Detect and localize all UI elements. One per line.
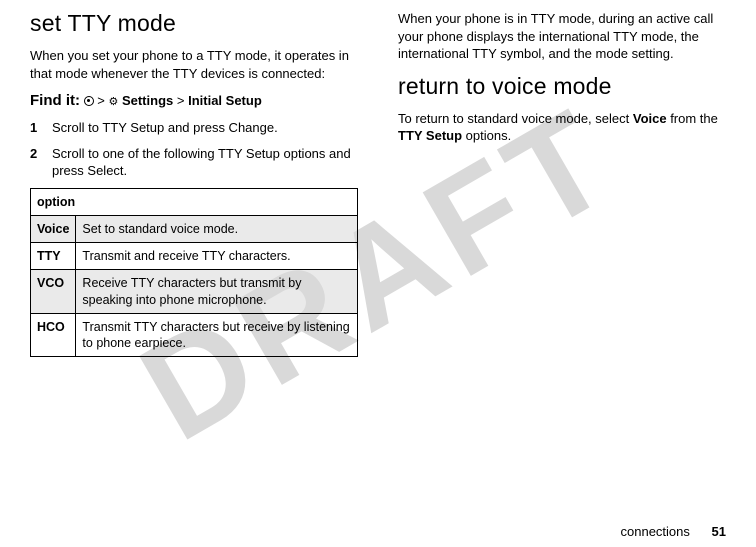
page-content: set TTY mode When you set your phone to … — [0, 0, 756, 510]
heading-return-voice: return to voice mode — [398, 73, 726, 100]
options-table: option Voice Set to standard voice mode.… — [30, 188, 358, 358]
step-2-number: 2 — [30, 145, 52, 180]
step-2-text: Scroll to one of the following TTY Setup… — [52, 145, 358, 180]
left-column: set TTY mode When you set your phone to … — [30, 10, 378, 510]
option-name: HCO — [31, 313, 76, 357]
right-column: When your phone is in TTY mode, during a… — [378, 10, 726, 510]
table-row: Voice Set to standard voice mode. — [31, 215, 358, 242]
ret-tty: TTY Setup — [398, 128, 462, 143]
ret-pre: To return to standard voice mode, select — [398, 111, 633, 126]
settings-text: Settings — [122, 93, 173, 108]
step-2: 2 Scroll to one of the following TTY Set… — [30, 145, 358, 180]
option-desc: Transmit and receive TTY characters. — [76, 243, 358, 270]
gt-1: > — [97, 93, 105, 108]
ret-mid: from the — [667, 111, 718, 126]
footer-page-number: 51 — [712, 524, 726, 539]
ret-post: options. — [462, 128, 511, 143]
option-desc: Receive TTY characters but transmit by s… — [76, 270, 358, 314]
option-name: Voice — [31, 215, 76, 242]
page-footer: connections 51 — [621, 524, 726, 539]
tty-active-paragraph: When your phone is in TTY mode, during a… — [398, 10, 726, 63]
table-row: TTY Transmit and receive TTY characters. — [31, 243, 358, 270]
heading-set-tty: set TTY mode — [30, 10, 358, 37]
find-it-line: Find it: > ⚙ Settings > Initial Setup — [30, 92, 358, 109]
step-1-text: Scroll to TTY Setup and press Change. — [52, 119, 278, 137]
find-it-label: Find it: — [30, 92, 80, 109]
return-voice-paragraph: To return to standard voice mode, select… — [398, 110, 726, 145]
footer-section: connections — [621, 524, 690, 539]
nav-key-icon — [84, 96, 94, 106]
step-1-number: 1 — [30, 119, 52, 137]
initial-setup-text: Initial Setup — [188, 93, 262, 108]
option-name: VCO — [31, 270, 76, 314]
gt-2: > — [177, 93, 185, 108]
table-row: VCO Receive TTY characters but transmit … — [31, 270, 358, 314]
ret-voice: Voice — [633, 111, 667, 126]
option-desc: Set to standard voice mode. — [76, 215, 358, 242]
table-row: HCO Transmit TTY characters but receive … — [31, 313, 358, 357]
option-desc: Transmit TTY characters but receive by l… — [76, 313, 358, 357]
step-1: 1 Scroll to TTY Setup and press Change. — [30, 119, 358, 137]
table-header: option — [31, 188, 358, 215]
option-name: TTY — [31, 243, 76, 270]
intro-paragraph: When you set your phone to a TTY mode, i… — [30, 47, 358, 82]
table-header-row: option — [31, 188, 358, 215]
settings-icon: ⚙ — [108, 95, 118, 108]
